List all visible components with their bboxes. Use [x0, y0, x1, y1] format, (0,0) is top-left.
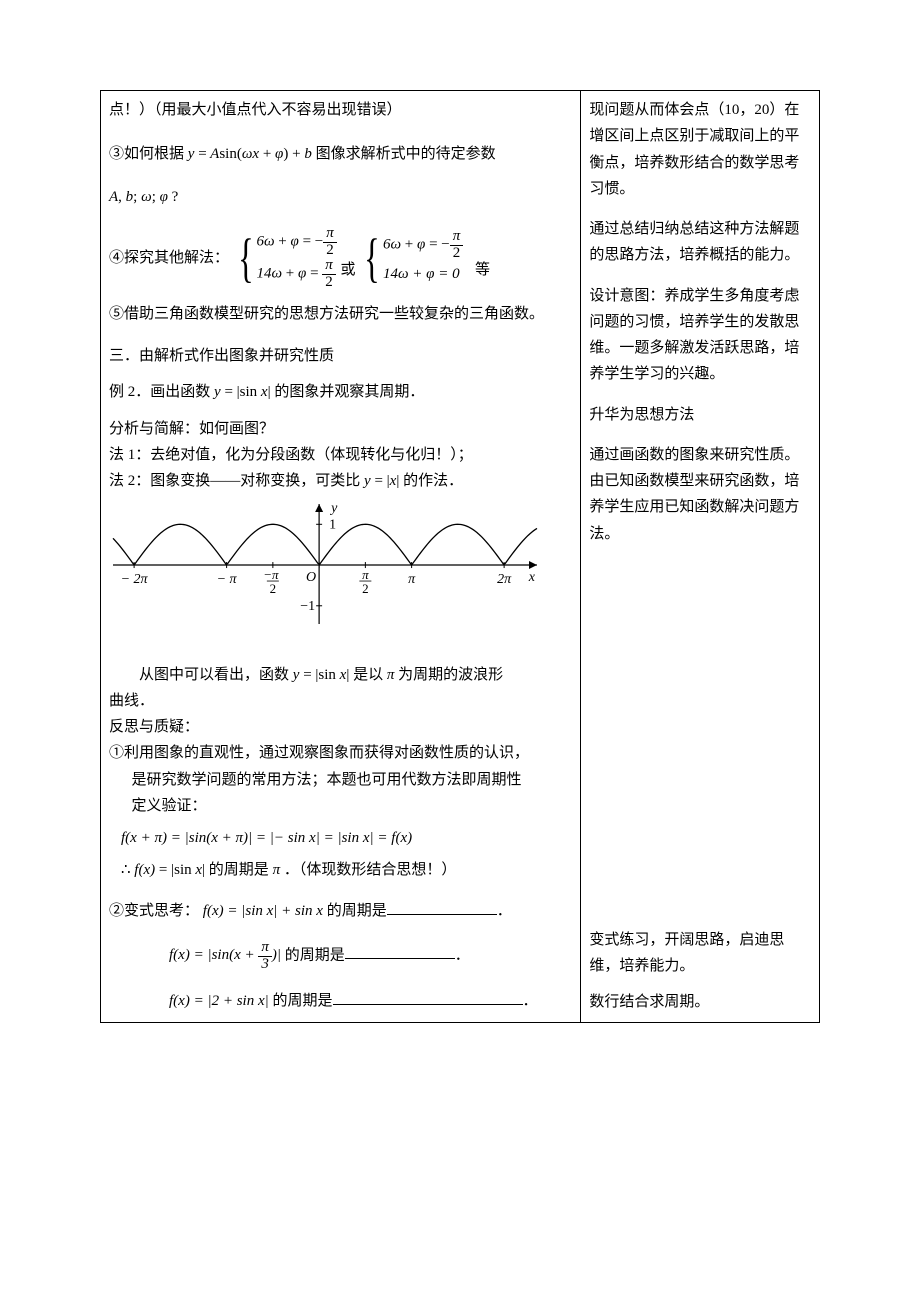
- var3-formula: f(x) = |2 + sin x|: [169, 993, 269, 1009]
- right-note-7: 数行结合求周期。: [589, 989, 811, 1015]
- var2-q: 的周期是: [285, 947, 345, 963]
- svg-text:O: O: [306, 570, 316, 585]
- q3-formula: y = Asin(ωx + φ) + b: [188, 146, 312, 162]
- svg-text:π: π: [408, 572, 416, 587]
- m2-pre: 法 2：图象变换——对称变换，可类比: [109, 473, 364, 489]
- dot-1: ．: [497, 903, 512, 919]
- right-note-6: 变式练习，开阔思路，启迪思维，培养能力。: [589, 927, 811, 980]
- q4-post: 等: [475, 262, 490, 278]
- concl-post: 为周期的波浪形: [394, 667, 503, 683]
- right-note-3: 设计意图：养成学生多角度考虑问题的习惯，培养学生的发散思维。一题多解激发活跃思路…: [589, 283, 811, 388]
- svg-text:2: 2: [270, 581, 277, 596]
- svg-text:x: x: [528, 570, 536, 585]
- svg-text:−1: −1: [300, 599, 315, 614]
- reflect-1b: 是研究数学问题的常用方法；本题也可用代数方法即周期性: [109, 767, 572, 793]
- right-note-1: 现问题从而体会点（10，20）在增区间上点区别于减取间上的平衡点，培养数形结合的…: [589, 97, 811, 202]
- sys2-den: 2: [450, 246, 464, 262]
- ex2-formula: y = |sin x|: [214, 384, 271, 400]
- example-2: 例 2．画出函数 y = |sin x| 的图象并观察其周期．: [109, 379, 572, 405]
- concl-pre: 从图中可以看出，函数: [139, 667, 293, 683]
- concl-mid: 是以: [349, 667, 387, 683]
- therefore-mid: 的周期是: [205, 862, 273, 878]
- method-1: 法 1：去绝对值，化为分段函数（体现转化与化归！）；: [109, 442, 572, 468]
- svg-text:y: y: [329, 501, 338, 516]
- concl-formula: y = |sin x|: [293, 667, 350, 683]
- right-note-5: 通过画函数的图象来研究性质。由已知函数模型来研究函数，培养学生应用已知函数解决问…: [589, 442, 811, 547]
- v2-num: π: [261, 939, 269, 955]
- svg-text:2π: 2π: [497, 572, 512, 587]
- therefore: ∴ f(x) = |sin x| 的周期是 π ．（体现数形结合思想！）: [121, 857, 572, 883]
- reflect-title: 反思与质疑：: [109, 714, 572, 740]
- svg-text:2: 2: [362, 581, 369, 596]
- dot-2: ．: [455, 947, 470, 963]
- ex2-pre: 例 2．画出函数: [109, 384, 214, 400]
- var-pre: ②变式思考：: [109, 903, 199, 919]
- svg-text:− π: − π: [217, 572, 238, 587]
- var1-q: 的周期是: [327, 903, 387, 919]
- blank-3: [333, 989, 523, 1005]
- v2-den: 3: [258, 957, 272, 973]
- right-column: 现问题从而体会点（10，20）在增区间上点区别于减取间上的平衡点，培养数形结合的…: [581, 91, 820, 1023]
- or-text: 或: [341, 262, 356, 278]
- therefore-pi: π: [273, 862, 281, 878]
- svg-text:− 2π: − 2π: [121, 572, 149, 587]
- proof-line: f(x + π) = |sin(x + π)| = |− sin x| = |s…: [121, 825, 572, 851]
- conclusion: 从图中可以看出，函数 y = |sin x| 是以 π 为周期的波浪形: [109, 662, 572, 688]
- sys1-den: 2: [323, 243, 337, 259]
- q4: ④探究其他解法： { 6ω + φ = −π2 14ω + φ = π2 或 {…: [109, 226, 572, 291]
- left-column: 点！）（用最大小值点代入不容易出现错误） ③如何根据 y = Asin(ωx +…: [101, 91, 581, 1023]
- abs-sin-graph: − 2π− π−π2Oπ2π2π1−1yx: [105, 498, 545, 648]
- blank-2: [345, 943, 455, 959]
- svg-text:−π: −π: [263, 567, 279, 582]
- svg-text:1: 1: [329, 518, 336, 533]
- var2-formula: f(x) = |sin(x + π3)|: [169, 947, 281, 963]
- reflect-1a: ①利用图象的直观性，通过观察图象而获得对函数性质的认识，: [109, 740, 572, 766]
- dot-3: ．: [523, 993, 538, 1009]
- q3-post: 图像求解析式中的待定参数: [312, 146, 496, 162]
- q5: ⑤借助三角函数模型研究的思想方法研究一些较复杂的三角函数。: [109, 301, 572, 327]
- q3-params: A, b; ω; φ ?: [109, 184, 572, 210]
- conclusion-2: 曲线．: [109, 688, 572, 714]
- right-note-4: 升华为思想方法: [589, 402, 811, 428]
- q4-pre: ④探究其他解法：: [109, 250, 229, 266]
- therefore-post: ．（体现数形结合思想！）: [280, 862, 456, 878]
- method-2: 法 2：图象变换——对称变换，可类比 y = |x| 的作法．: [109, 468, 572, 494]
- var1-formula: f(x) = |sin x| + sin x: [203, 903, 323, 919]
- svg-text:π: π: [362, 567, 369, 582]
- right-note-2: 通过总结归纳总结这种方法解题的思路方法，培养概括的能力。: [589, 216, 811, 269]
- reflect-1c: 定义验证：: [109, 793, 572, 819]
- m2-formula: y = |x|: [364, 473, 399, 489]
- sys1-num: π: [326, 225, 334, 241]
- variation-1: ②变式思考： f(x) = |sin x| + sin x 的周期是 ．: [109, 898, 572, 924]
- blank-1: [387, 899, 497, 915]
- sys1b-num: π: [325, 257, 333, 273]
- ex2-post: 的图象并观察其周期．: [271, 384, 425, 400]
- sys2-num: π: [453, 228, 461, 244]
- m2-post: 的作法．: [399, 473, 463, 489]
- analysis-q: 分析与简解：如何画图？: [109, 416, 572, 442]
- sys1b-den: 2: [322, 275, 336, 291]
- line-note: 点！）（用最大小值点代入不容易出现错误）: [109, 97, 572, 123]
- var3-q: 的周期是: [273, 993, 333, 1009]
- section-3-title: 三．由解析式作出图象并研究性质: [109, 343, 572, 369]
- variation-2: f(x) = |sin(x + π3)| 的周期是 ．: [109, 940, 572, 973]
- system-1: { 6ω + φ = −π2 14ω + φ = π2: [233, 226, 337, 291]
- system-2: { 6ω + φ = −π2 14ω + φ = 0: [359, 229, 463, 287]
- q3-pre: ③如何根据: [109, 146, 188, 162]
- sys2-r2: 14ω + φ = 0: [383, 262, 463, 288]
- variation-3: f(x) = |2 + sin x| 的周期是 ．: [109, 988, 572, 1014]
- content-table: 点！）（用最大小值点代入不容易出现错误） ③如何根据 y = Asin(ωx +…: [100, 90, 820, 1023]
- q3: ③如何根据 y = Asin(ωx + φ) + b 图像求解析式中的待定参数: [109, 141, 572, 167]
